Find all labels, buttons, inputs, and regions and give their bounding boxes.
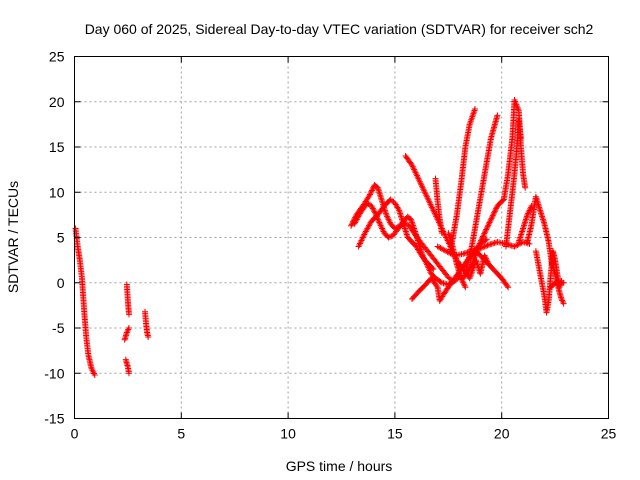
data-point xyxy=(491,209,498,216)
data-point xyxy=(477,237,484,244)
y-tick-label: -10 xyxy=(44,365,64,381)
data-point xyxy=(560,279,567,286)
data-point xyxy=(368,202,375,209)
y-tick-label: 20 xyxy=(49,94,65,110)
data-point xyxy=(483,236,490,243)
y-tick-label: 10 xyxy=(49,184,65,200)
data-point xyxy=(385,234,392,241)
data-point xyxy=(369,205,376,212)
data-point xyxy=(517,134,524,141)
data-point xyxy=(481,230,488,237)
data-point xyxy=(348,222,355,229)
x-tick-label: 25 xyxy=(601,426,617,442)
data-point xyxy=(480,244,487,251)
data-point xyxy=(560,300,567,307)
data-point xyxy=(478,236,485,243)
data-point xyxy=(369,186,376,193)
data-point xyxy=(505,284,512,291)
y-tick-label: 25 xyxy=(49,49,65,65)
data-point xyxy=(125,311,132,318)
data-point xyxy=(480,232,487,239)
data-point xyxy=(124,328,131,335)
data-point xyxy=(489,212,496,219)
data-point xyxy=(395,205,402,212)
data-point xyxy=(370,206,377,213)
data-point xyxy=(499,197,506,204)
data-point xyxy=(490,211,497,218)
data-point xyxy=(477,239,484,246)
ticks: 0 5 10 15 20 25 -15 -10 -5 0 5 10 15 20 25 xyxy=(44,49,616,442)
data-point xyxy=(125,370,132,377)
chart-title: Day 060 of 2025, Sidereal Day-to-day VTE… xyxy=(85,21,594,37)
data-point xyxy=(487,218,494,225)
data-point xyxy=(483,242,490,249)
data-point xyxy=(429,265,436,272)
data-point xyxy=(368,187,375,194)
y-tick-label: -5 xyxy=(52,320,65,336)
data-point xyxy=(125,325,132,331)
data-point xyxy=(366,191,373,198)
x-tick-label: 5 xyxy=(177,426,185,442)
data-point xyxy=(91,372,98,379)
x-tick-label: 20 xyxy=(494,426,510,442)
data-point xyxy=(481,229,488,236)
data-point xyxy=(486,219,493,226)
data-point xyxy=(430,266,437,273)
x-tick-label: 15 xyxy=(387,426,403,442)
data-point xyxy=(376,219,383,226)
data-point xyxy=(479,234,486,241)
x-axis-label: GPS time / hours xyxy=(286,458,393,474)
data-point xyxy=(483,226,490,233)
data-point xyxy=(522,184,529,191)
data-point xyxy=(368,188,375,195)
data-point xyxy=(484,242,491,249)
data-point xyxy=(487,216,494,223)
data-points xyxy=(72,96,567,379)
data-point xyxy=(485,222,492,229)
data-point xyxy=(462,284,469,291)
y-tick-label: -15 xyxy=(44,411,64,427)
data-point xyxy=(488,215,495,222)
x-tick-label: 0 xyxy=(71,426,79,442)
data-point xyxy=(482,227,489,234)
data-point xyxy=(491,208,498,215)
data-point xyxy=(484,223,491,230)
data-point xyxy=(375,218,382,225)
y-axis-label: SDTVAR / TECUs xyxy=(5,181,21,293)
x-tick-label: 10 xyxy=(280,426,296,442)
data-point xyxy=(504,282,511,289)
data-point xyxy=(483,225,490,232)
y-tick-label: 5 xyxy=(57,230,65,246)
y-tick-label: 0 xyxy=(57,275,65,291)
data-point xyxy=(485,261,492,268)
data-point xyxy=(479,233,486,240)
data-point xyxy=(485,220,492,227)
data-point xyxy=(433,282,440,289)
data-point xyxy=(493,205,500,212)
data-point xyxy=(367,190,374,197)
y-tick-label: 15 xyxy=(49,139,65,155)
data-point xyxy=(438,229,445,236)
data-point xyxy=(366,192,373,199)
data-point xyxy=(472,105,478,112)
data-point xyxy=(494,112,501,119)
data-point xyxy=(559,297,566,304)
data-point xyxy=(492,207,499,214)
data-point xyxy=(437,278,444,285)
data-point xyxy=(371,208,378,215)
data-point xyxy=(386,233,393,240)
data-point xyxy=(369,204,376,211)
data-point xyxy=(489,213,496,220)
data-point xyxy=(481,243,488,250)
data-point xyxy=(145,334,152,341)
